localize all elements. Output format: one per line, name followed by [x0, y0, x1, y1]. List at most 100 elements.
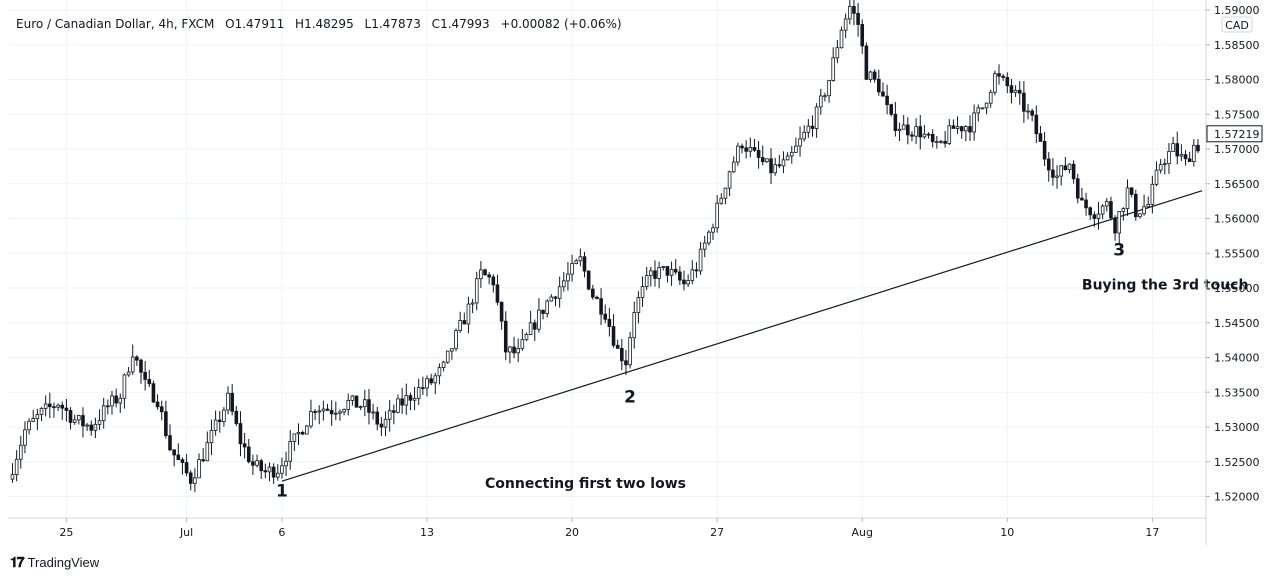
trendline[interactable] [281, 190, 1203, 482]
candle-up [363, 399, 367, 408]
candle-down [769, 158, 773, 174]
candle-up [802, 131, 806, 140]
candle-down [491, 276, 496, 286]
candle-down [1080, 197, 1084, 201]
price-tick-label: 1.55500 [1214, 247, 1260, 260]
candle-down [201, 459, 205, 462]
candle-up [85, 424, 89, 427]
last-price-marker: 1.57219 [1206, 125, 1263, 143]
price-tick-label: 1.59000 [1214, 4, 1260, 17]
candle-down [139, 359, 143, 373]
candle-down [682, 279, 686, 285]
tradingview-brand[interactable]: 𝟏𝟕 TradingView [10, 554, 99, 571]
candle-up [454, 330, 458, 350]
candle-down [553, 296, 558, 299]
candle-down [877, 78, 881, 93]
currency-label: CAD [1225, 19, 1249, 32]
candle-down [81, 415, 85, 427]
touch-label-1[interactable]: 1 [276, 482, 288, 502]
candle-up [1163, 163, 1167, 166]
candle-down [926, 133, 931, 136]
candle-up [707, 231, 711, 244]
candle-down [852, 6, 856, 14]
annotation-label[interactable]: Buying the 3rd touch [1082, 277, 1249, 293]
candle-down [503, 320, 508, 353]
candle-down [1092, 214, 1097, 219]
candle-up [773, 164, 777, 174]
candle-up [818, 95, 823, 108]
price-tick-label: 1.56000 [1214, 213, 1260, 226]
candle-down [512, 346, 516, 354]
candle-down [1022, 92, 1026, 112]
candle-down [760, 157, 765, 163]
candle-down [1005, 77, 1010, 87]
candle-up [130, 356, 135, 373]
candle-up [731, 161, 736, 173]
close-value: 1.47993 [440, 17, 490, 31]
candle-down [893, 113, 898, 131]
candle-up [1125, 187, 1130, 210]
candle-up [947, 125, 952, 144]
candle-up [972, 112, 976, 133]
candle-up [35, 414, 40, 420]
candle-down [591, 288, 595, 298]
candle-up [669, 268, 674, 276]
candle-up [549, 296, 554, 302]
candle-down [64, 407, 69, 411]
candle-down [1042, 141, 1047, 160]
candle-down [246, 446, 251, 463]
price-tick-label: 1.53500 [1214, 386, 1260, 399]
candle-down [872, 71, 877, 80]
candle-down [495, 284, 500, 303]
candle-up [520, 339, 525, 349]
candle-down [354, 395, 359, 408]
price-tick-label: 1.52500 [1214, 456, 1260, 469]
candle-down [611, 326, 616, 346]
candle-up [1100, 205, 1105, 215]
high-label: H [295, 17, 304, 31]
price-axis[interactable]: 1.59000 1.58500 1.58000 1.57500 1.57000 1.565… [1206, 4, 1260, 504]
candle-up [101, 405, 106, 422]
touch-label-3[interactable]: 3 [1113, 240, 1125, 260]
candle-up [984, 102, 989, 109]
candle-up [574, 260, 579, 264]
candle-up [275, 472, 280, 478]
candle-down [1075, 178, 1080, 199]
candle-down [379, 423, 384, 428]
candle-down [1017, 89, 1022, 94]
candle-down [188, 472, 193, 484]
candle-down [860, 24, 865, 47]
time-axis[interactable]: 25 Jul 6 13 20 27 Aug 10 17 [59, 518, 1159, 539]
candle-up [566, 273, 570, 282]
candle-up [197, 459, 201, 479]
candle-up [23, 429, 27, 446]
candle-down [329, 409, 334, 415]
touch-label-2[interactable]: 2 [624, 388, 636, 408]
candle-up [897, 128, 902, 131]
price-tick-label: 1.54000 [1214, 352, 1260, 365]
annotation-label[interactable]: Connecting first two lows [485, 476, 686, 492]
candle-up [205, 442, 210, 462]
candle-up [209, 430, 214, 444]
candle-up [267, 466, 272, 473]
candle-up [955, 126, 960, 129]
candle-down [603, 313, 608, 320]
candle-down [172, 449, 176, 456]
candle-down [176, 454, 181, 461]
candle-up [280, 465, 284, 474]
candle-up [441, 361, 446, 369]
candle-down [168, 435, 172, 451]
candle-down [951, 125, 956, 129]
candle-up [698, 248, 703, 272]
candle-down [1063, 165, 1068, 171]
candle-down [52, 406, 56, 409]
candle-down [180, 459, 185, 463]
low-label: L [365, 17, 372, 31]
candle-down [906, 124, 910, 136]
candle-up [868, 71, 873, 80]
close-label: C [432, 17, 440, 31]
candle-down [744, 147, 748, 152]
time-tick-label: 13 [420, 526, 434, 539]
candle-up [222, 409, 226, 422]
